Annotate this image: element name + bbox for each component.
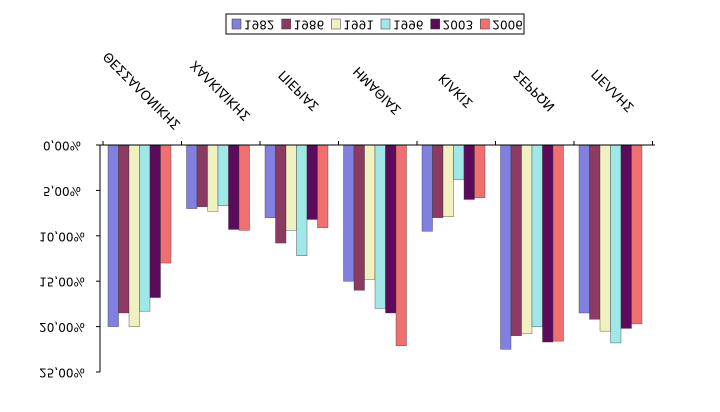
bar-1986-2 <box>275 144 287 244</box>
bar-2006-4 <box>474 144 486 198</box>
legend-label-1982: 1982 <box>244 18 275 32</box>
legend-label-2003: 2003 <box>443 18 474 32</box>
bar-2003-6 <box>620 144 632 329</box>
y-tick-label: 15,00% <box>39 275 85 289</box>
bar-1991-1 <box>207 144 219 212</box>
category-label: ΚΙΛΚΙΣ <box>436 70 476 110</box>
bar-2003-4 <box>463 144 475 200</box>
legend-swatch-1996 <box>380 18 391 30</box>
bar-1986-1 <box>196 144 208 207</box>
bar-1986-6 <box>589 144 601 320</box>
bar-1991-5 <box>521 144 533 335</box>
legend-box <box>225 13 525 35</box>
bar-1982-3 <box>343 144 355 282</box>
bar-1982-4 <box>421 144 433 232</box>
bar-2006-3 <box>395 144 407 346</box>
bar-2006-2 <box>317 144 329 228</box>
bar-1996-6 <box>610 144 622 344</box>
legend-swatch-2006 <box>480 18 490 30</box>
category-label: ΧΑΛΚΙΔΙΚΗΣ <box>188 57 254 123</box>
legend: 1982 1986 1991 1996 2003 2006 <box>225 13 525 35</box>
bar-2006-0 <box>160 144 172 264</box>
bar-2003-2 <box>306 144 318 220</box>
bar-2006-6 <box>631 144 643 325</box>
legend-label-2006: 2006 <box>492 18 523 32</box>
bar-1986-5 <box>510 144 522 336</box>
bar-1982-6 <box>578 144 590 314</box>
bar-1996-1 <box>217 144 229 207</box>
bar-1991-4 <box>442 144 454 217</box>
bar-1991-6 <box>599 144 611 332</box>
legend-swatch-2003 <box>430 18 440 30</box>
bar-2003-1 <box>228 144 240 230</box>
category-label: ΗΜΑΘΙΑΣ <box>351 63 405 117</box>
bar-2006-5 <box>552 144 564 342</box>
legend-label-1986: 1986 <box>294 18 325 32</box>
bar-2006-1 <box>238 144 250 231</box>
category-labels: ΘΕΣΣΑΛΟΝΙΚΗΣ ΧΑΛΚΙΔΙΚΗΣ ΠΙΕΡΙΑΣ ΗΜΑΘΙΑΣ ΚΙΛΚ… <box>101 48 638 131</box>
bar-2003-5 <box>542 144 554 343</box>
category-label: ΠΙΕΡΙΑΣ <box>276 67 322 113</box>
bar-1996-0 <box>139 144 151 312</box>
bar-1982-2 <box>264 144 276 218</box>
legend-label-1991: 1991 <box>343 18 374 32</box>
bar-1986-4 <box>432 144 444 218</box>
bar-1991-0 <box>128 144 140 327</box>
bars-group <box>107 144 643 350</box>
bar-1991-3 <box>364 144 376 280</box>
bar-1986-3 <box>353 144 365 291</box>
bar-1982-0 <box>107 144 119 327</box>
bar-2003-3 <box>385 144 397 314</box>
y-tick-label: 0,00% <box>43 139 81 153</box>
bar-1982-5 <box>500 144 512 350</box>
legend-label-1996: 1996 <box>393 18 424 32</box>
y-tick-label: 10,00% <box>39 229 85 243</box>
bar-1991-2 <box>285 144 297 231</box>
category-label: ΠΕΛΛΗΣ <box>589 66 638 115</box>
bar-1996-4 <box>453 144 465 180</box>
y-tick-label: 20,00% <box>39 320 85 334</box>
axes-group: 0,00% 5,00% 10,00% 15,00% 20,00% 25,00% <box>39 139 655 380</box>
bar-1996-2 <box>296 144 308 256</box>
bar-1986-0 <box>118 144 130 314</box>
bar-1982-1 <box>186 144 198 209</box>
bar-2003-0 <box>149 144 161 298</box>
y-tick-label: 25,00% <box>39 366 85 380</box>
category-label: ΣΕΡΡΩΝ <box>511 66 558 113</box>
legend-swatch-1991 <box>331 18 341 30</box>
legend-swatch-1982 <box>231 18 242 30</box>
category-label: ΘΕΣΣΑΛΟΝΙΚΗΣ <box>101 48 184 131</box>
y-tick-label: 5,00% <box>43 184 81 198</box>
bar-1996-3 <box>374 144 386 309</box>
bar-1996-5 <box>531 144 543 327</box>
legend-swatch-1986 <box>281 18 291 30</box>
